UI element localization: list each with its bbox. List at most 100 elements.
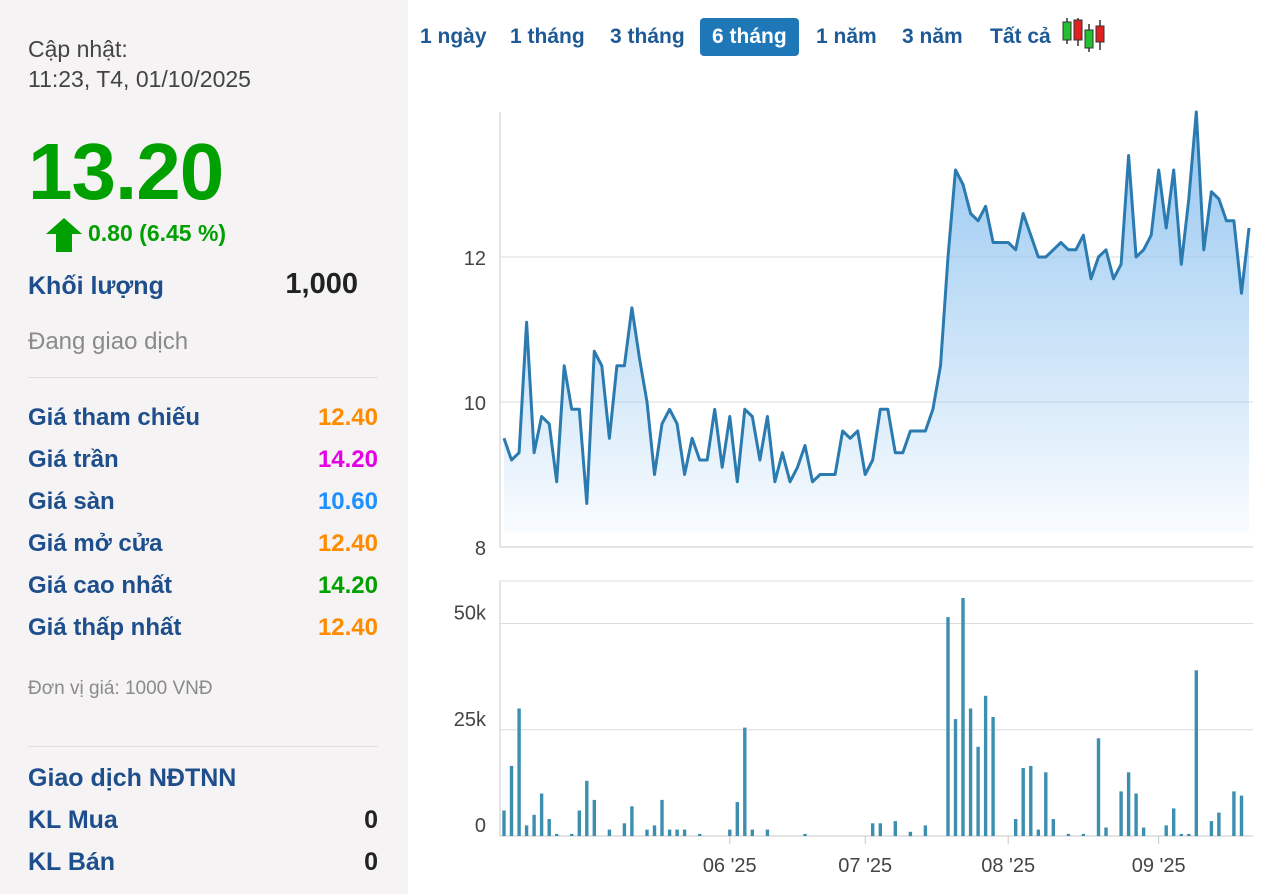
price-row-value: 12.40 <box>317 404 378 431</box>
volume-bar <box>1044 772 1048 837</box>
volume-bar <box>803 833 807 836</box>
foreign-sell-row: KL Bán 0 <box>28 848 378 882</box>
volume-bar <box>728 829 732 836</box>
volume-bar <box>976 746 980 837</box>
volume-bar <box>1209 821 1214 836</box>
volume-value: 1,000 <box>285 268 358 300</box>
volume-bar <box>743 727 747 836</box>
volume-bar <box>750 829 754 836</box>
volume-bar <box>1232 791 1236 836</box>
x-tick-label: 09 '25 <box>1132 855 1186 877</box>
volume-bar <box>1021 768 1025 836</box>
x-axis: 06 '25 07 '25 08 '25 09 '25 <box>703 836 1186 877</box>
volume-bar <box>698 833 702 836</box>
price-line <box>502 110 1251 505</box>
tab-1-year[interactable]: 1 năm <box>816 25 877 48</box>
x-tick-label: 07 '25 <box>838 855 892 877</box>
volume-bar <box>630 806 634 837</box>
volume-bar <box>1029 765 1033 836</box>
volume-chart: 0 25k 50k <box>454 580 1253 837</box>
volume-bar <box>1187 833 1191 836</box>
tab-all[interactable]: Tất cả <box>990 25 1051 48</box>
volume-bar <box>517 708 521 836</box>
volume-bar <box>1141 827 1146 836</box>
volume-bar <box>622 823 627 837</box>
volume-bar <box>908 831 913 837</box>
tab-3-months[interactable]: 3 tháng <box>610 25 685 48</box>
volume-bar <box>547 819 551 836</box>
price-row-value: 12.40 <box>317 614 378 641</box>
price-row-open: Giá mở cửa 12.40 <box>28 530 378 564</box>
price-row-label: Giá trần <box>28 446 119 473</box>
volume-bar <box>652 825 657 836</box>
price-tick-label: 8 <box>475 538 486 560</box>
price-volume-chart: 8 10 12 0 25k 50k 06 '25 07 '25 08 '25 09 '25 <box>454 110 1253 877</box>
volume-bar <box>592 799 596 836</box>
volume-bar <box>1134 793 1138 836</box>
volume-bar <box>539 793 544 836</box>
volume-bar <box>983 695 988 837</box>
volume-bar <box>1239 795 1244 836</box>
divider <box>28 377 378 378</box>
volume-bar <box>570 833 574 836</box>
volume-bar <box>577 810 581 836</box>
volume-bar <box>509 765 514 836</box>
price-row-floor: Giá sàn 10.60 <box>28 488 378 522</box>
tab-3-years[interactable]: 3 năm <box>902 25 963 48</box>
volume-tick-label: 0 <box>475 815 486 837</box>
foreign-sell-label: KL Bán <box>28 848 116 876</box>
volume-bar <box>961 598 965 836</box>
volume-bar <box>1119 791 1123 836</box>
foreign-trading-title: Giao dịch NĐTNN <box>28 764 237 792</box>
volume-bar <box>502 810 506 836</box>
current-price: 13.20 <box>28 127 224 216</box>
volume-bar <box>1104 827 1108 836</box>
volume-bar <box>765 829 770 836</box>
price-tick-label: 10 <box>464 393 486 415</box>
volume-bar <box>1081 833 1086 836</box>
volume-bar <box>645 829 649 836</box>
volume-bar <box>871 823 875 837</box>
volume-bar <box>667 829 672 836</box>
volume-bar <box>1217 812 1221 836</box>
price-row-label: Giá cao nhất <box>28 572 173 599</box>
volume-bar <box>893 821 897 836</box>
price-row-label: Giá thấp nhất <box>28 614 182 641</box>
volume-bar <box>953 719 958 836</box>
volume-bar <box>1096 738 1101 837</box>
foreign-sell-value: 0 <box>364 848 378 876</box>
tab-6-months[interactable]: 6 tháng <box>700 18 799 56</box>
volume-bar <box>946 617 950 836</box>
price-row-value: 14.20 <box>317 572 378 599</box>
trading-status: Đang giao dịch <box>28 328 189 355</box>
price-row-value: 14.20 <box>317 446 378 473</box>
price-row-low: Giá thấp nhất 12.40 <box>28 614 378 648</box>
volume-bar <box>1164 825 1168 836</box>
tab-1-day[interactable]: 1 ngày <box>420 25 487 48</box>
price-change-value: 0.80 (6.45 %) <box>88 220 227 246</box>
volume-bar <box>532 814 536 837</box>
price-row-value: 10.60 <box>317 488 378 515</box>
volume-bar <box>585 780 589 837</box>
foreign-buy-row: KL Mua 0 <box>28 806 378 840</box>
price-row-label: Giá mở cửa <box>28 530 163 557</box>
volume-bar <box>607 829 612 836</box>
foreign-buy-value: 0 <box>364 806 378 834</box>
price-tick-label: 12 <box>464 248 486 270</box>
tab-1-month[interactable]: 1 tháng <box>510 25 585 48</box>
update-label: Cập nhật: <box>28 36 128 62</box>
volume-bar <box>1014 819 1018 836</box>
volume-bar <box>1066 833 1071 836</box>
volume-label: Khối lượng <box>28 272 164 300</box>
x-tick-label: 06 '25 <box>703 855 757 877</box>
volume-bar <box>1036 829 1040 836</box>
volume-bar <box>675 829 679 836</box>
quote-panel: Cập nhật: 11:23, T4, 01/10/2025 13.20 0.… <box>0 0 408 894</box>
update-time: 11:23, T4, 01/10/2025 <box>28 66 251 92</box>
volume-tick-label: 25k <box>454 709 487 731</box>
volume-bar <box>524 825 529 836</box>
candlestick-icon[interactable] <box>1062 18 1106 54</box>
foreign-buy-label: KL Mua <box>28 806 118 834</box>
price-row-label: Giá tham chiếu <box>28 404 201 431</box>
volume-bar <box>968 708 973 836</box>
